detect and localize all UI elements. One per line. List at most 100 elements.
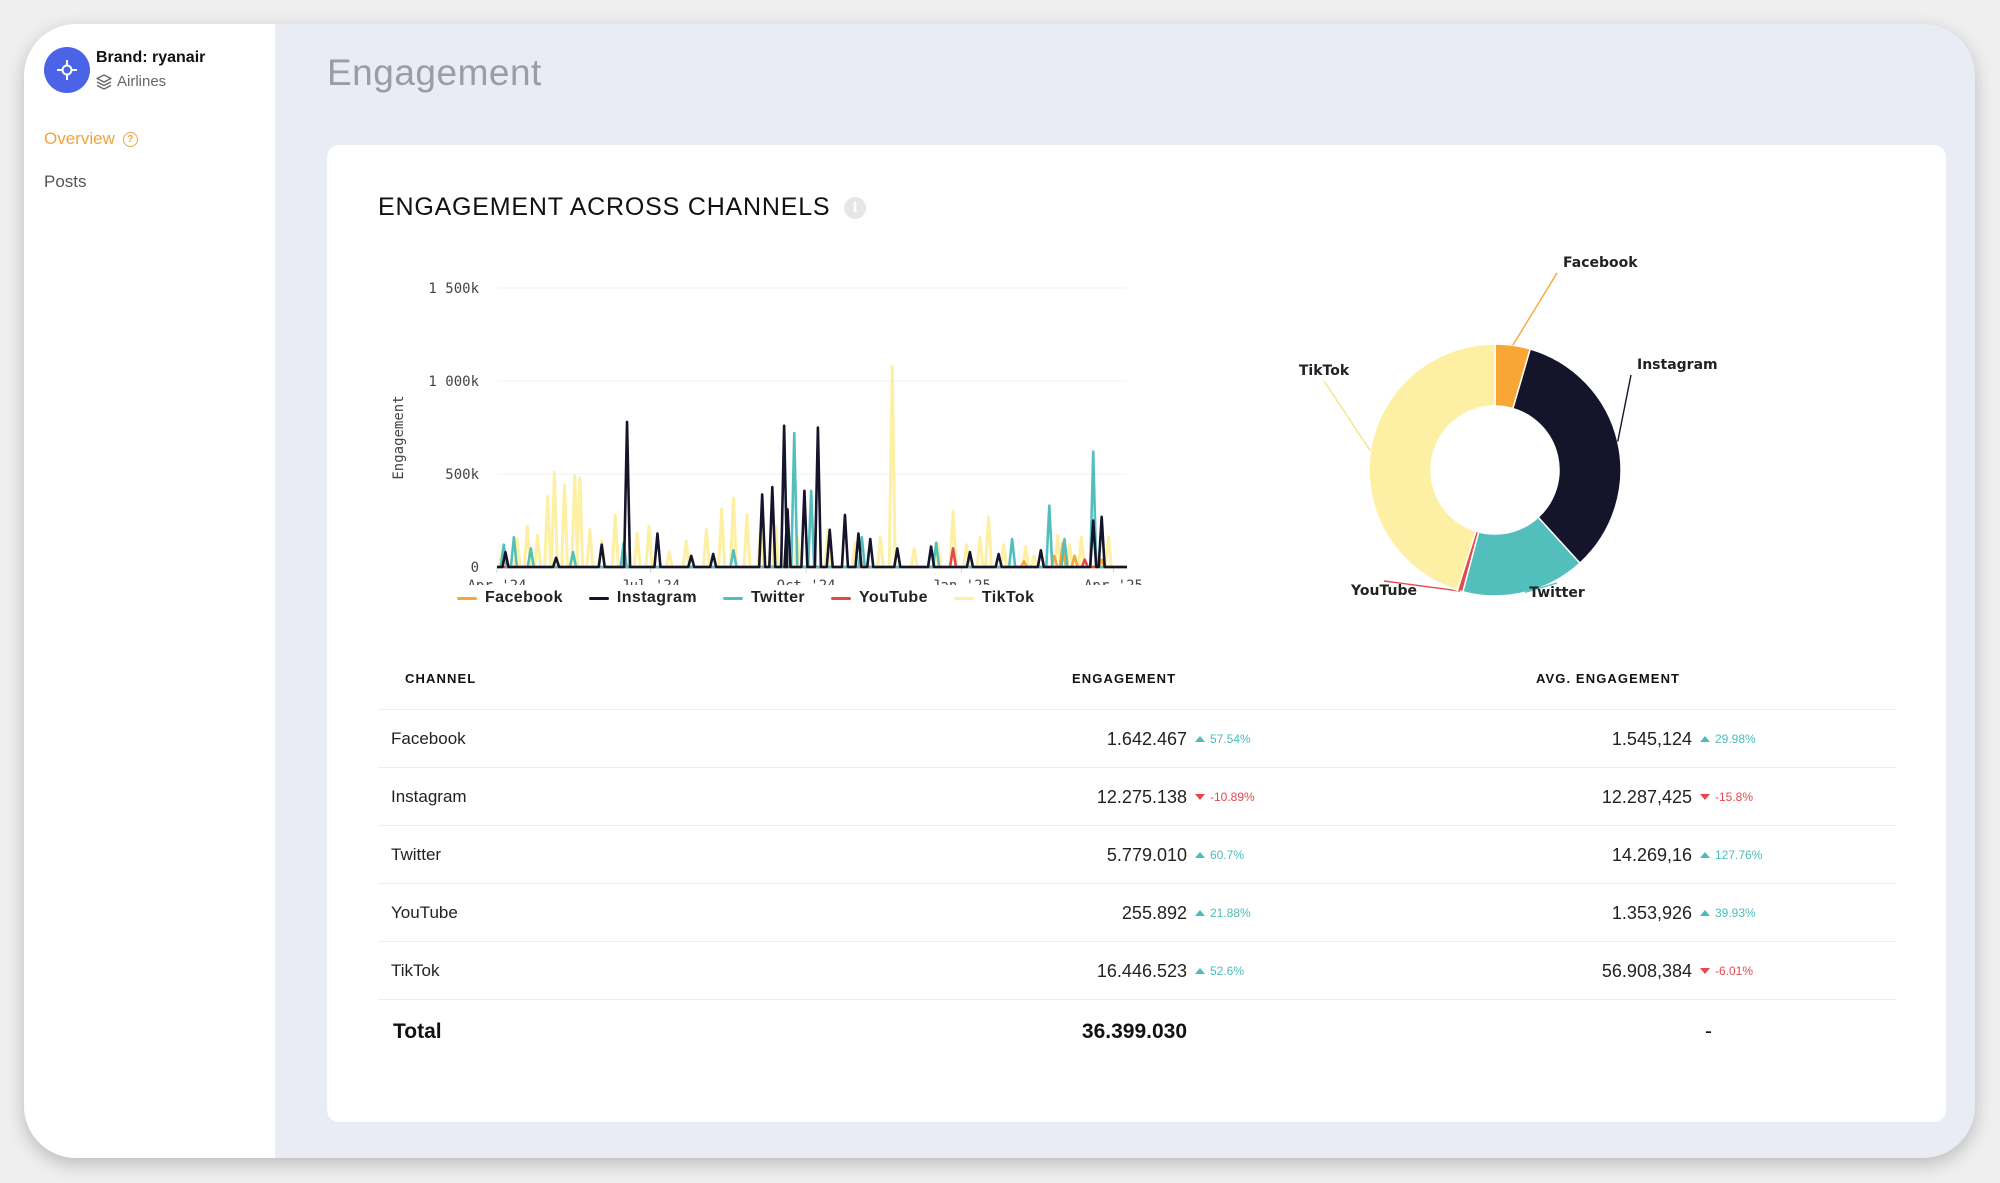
avg-engagement-value: 1.353,926	[1611, 903, 1692, 923]
engagement-change-text: 52.6%	[1210, 964, 1245, 978]
legend-item-instagram[interactable]: Instagram	[588, 589, 697, 607]
series-line-instagram[interactable]	[497, 420, 1127, 569]
brand-name: Brand: ryanair	[96, 49, 206, 66]
down-arrow-icon	[1700, 968, 1710, 974]
up-arrow-icon	[1700, 736, 1710, 742]
up-arrow-icon	[1195, 852, 1205, 858]
channel-name: Instagram	[391, 787, 467, 806]
chart-legend: Facebook Instagram Twitter YouTube TikTo…	[457, 589, 1034, 607]
up-arrow-icon	[1700, 852, 1710, 858]
table-row[interactable]: Instagram 12.275.138 -10.89% 12.287,425 …	[378, 768, 1896, 826]
y-tick-label: 0	[471, 560, 479, 576]
legend-label-twitter: Twitter	[750, 589, 806, 606]
nav-item-overview[interactable]: Overview ?	[44, 129, 138, 149]
channel-name: Facebook	[391, 729, 466, 748]
legend-label-instagram: Instagram	[616, 589, 697, 606]
donut-label-twitter: Twitter	[1529, 585, 1585, 601]
avg-engagement-change: -15.8%	[1700, 790, 1753, 804]
legend-swatch-twitter	[722, 596, 743, 600]
legend-item-tiktok[interactable]: TikTok	[953, 589, 1035, 607]
avg-engagement-change: -6.01%	[1700, 964, 1753, 978]
engagement-change: 57.54%	[1195, 732, 1251, 746]
avg-engagement-change-text: -6.01%	[1715, 964, 1754, 978]
legend-label-youtube: YouTube	[859, 589, 928, 606]
avg-engagement-change-text: 127.76%	[1715, 848, 1763, 862]
up-arrow-icon	[1700, 910, 1710, 916]
down-arrow-icon	[1195, 794, 1205, 800]
channel-name: YouTube	[391, 903, 458, 922]
up-arrow-icon	[1195, 736, 1205, 742]
donut-connector-tiktok	[1323, 380, 1372, 452]
avg-engagement-change: 39.93%	[1700, 906, 1756, 920]
avg-engagement-value: 56.908,384	[1601, 961, 1692, 981]
y-tick-label: 1 500k	[428, 281, 479, 297]
engagement-value: 1.642.467	[1106, 729, 1187, 749]
up-arrow-icon	[1195, 910, 1205, 916]
legend-label-tiktok: TikTok	[981, 589, 1035, 606]
engagement-change-text: 57.54%	[1210, 732, 1251, 746]
engagement-change-text: -10.89%	[1210, 790, 1255, 804]
series-line-twitter[interactable]	[497, 431, 1127, 569]
app-window: Brand: ryanair Airlines Overview ? Posts…	[24, 24, 1975, 1158]
channel-name: Twitter	[391, 845, 442, 864]
y-axis-label: Engagement	[391, 395, 407, 479]
donut-slice-instagram[interactable]	[1511, 348, 1622, 565]
avg-engagement-change-text: 39.93%	[1715, 906, 1756, 920]
donut-connector-youtube	[1383, 580, 1461, 592]
engagement-donut-chart: Facebook Instagram Twitter YouTube TikTok	[1299, 255, 1718, 601]
engagement-change: 21.88%	[1195, 906, 1251, 920]
engagement-card: ENGAGEMENT ACROSS CHANNELS i 0 500k 1 000k…	[327, 145, 1946, 1122]
total-label: Total	[393, 1020, 442, 1043]
donut-connector-facebook	[1512, 272, 1558, 346]
engagement-change: 60.7%	[1195, 848, 1244, 862]
sidebar: Brand: ryanair Airlines Overview ? Posts	[24, 24, 275, 1158]
engagement-change-text: 60.7%	[1210, 848, 1245, 862]
channel-name: TikTok	[391, 961, 440, 980]
brand-category-label: Airlines	[117, 73, 167, 90]
donut-label-youtube: YouTube	[1350, 583, 1417, 599]
x-tick-label: Apr '25	[1084, 578, 1143, 585]
donut-slice-tiktok[interactable]	[1368, 343, 1496, 592]
card-title-text: ENGAGEMENT ACROSS CHANNELS	[378, 193, 831, 221]
legend-swatch-tiktok	[953, 596, 974, 600]
donut-label-tiktok: TikTok	[1299, 363, 1350, 379]
legend-item-facebook[interactable]: Facebook	[457, 589, 563, 607]
legend-item-twitter[interactable]: Twitter	[722, 589, 806, 607]
engagement-value: 5.779.010	[1106, 845, 1187, 865]
header-engagement: ENGAGEMENT	[1072, 671, 1177, 686]
legend-item-youtube[interactable]: YouTube	[831, 589, 928, 607]
engagement-change: 52.6%	[1195, 964, 1244, 978]
help-icon[interactable]: ?	[122, 131, 138, 147]
total-engagement: 36.399.030	[1081, 1020, 1187, 1043]
y-tick-label: 500k	[445, 467, 479, 483]
layers-icon	[96, 73, 112, 90]
avg-engagement-change: 29.98%	[1700, 732, 1756, 746]
header-channel: CHANNEL	[405, 671, 477, 686]
avg-engagement-change-text: 29.98%	[1715, 732, 1756, 746]
legend-swatch-youtube	[831, 596, 852, 600]
table-total-row: Total 36.399.030 -	[378, 1000, 1896, 1060]
header-avg-engagement: AVG. ENGAGEMENT	[1536, 671, 1681, 686]
table-row[interactable]: TikTok 16.446.523 52.6% 56.908,384 -6.01…	[378, 942, 1896, 1000]
table-row[interactable]: Facebook 1.642.467 57.54% 1.545,124 29.9…	[378, 710, 1896, 768]
donut-label-instagram: Instagram	[1637, 357, 1718, 373]
avg-engagement-value: 12.287,425	[1601, 787, 1692, 807]
down-arrow-icon	[1700, 794, 1710, 800]
up-arrow-icon	[1195, 968, 1205, 974]
legend-swatch-facebook	[457, 596, 477, 600]
donut-label-facebook: Facebook	[1563, 255, 1638, 271]
table-row[interactable]: Twitter 5.779.010 60.7% 14.269,16 127.76…	[378, 826, 1896, 884]
info-icon[interactable]: i	[844, 196, 867, 219]
card-title: ENGAGEMENT ACROSS CHANNELS i	[378, 193, 867, 222]
engagement-value: 255.892	[1121, 903, 1187, 923]
nav-item-posts[interactable]: Posts	[44, 172, 87, 191]
total-avg-engagement: -	[1705, 1020, 1712, 1043]
engagement-value: 12.275.138	[1096, 787, 1187, 807]
legend-label-facebook: Facebook	[485, 589, 563, 606]
page-title: Engagement	[327, 52, 542, 93]
engagement-value: 16.446.523	[1096, 961, 1187, 981]
brand-logo-icon[interactable]	[44, 47, 90, 93]
table-row[interactable]: YouTube 255.892 21.88% 1.353,926 39.93%	[378, 884, 1896, 942]
engagement-change-text: 21.88%	[1210, 906, 1251, 920]
x-tick-label: Apr '24	[467, 578, 526, 585]
